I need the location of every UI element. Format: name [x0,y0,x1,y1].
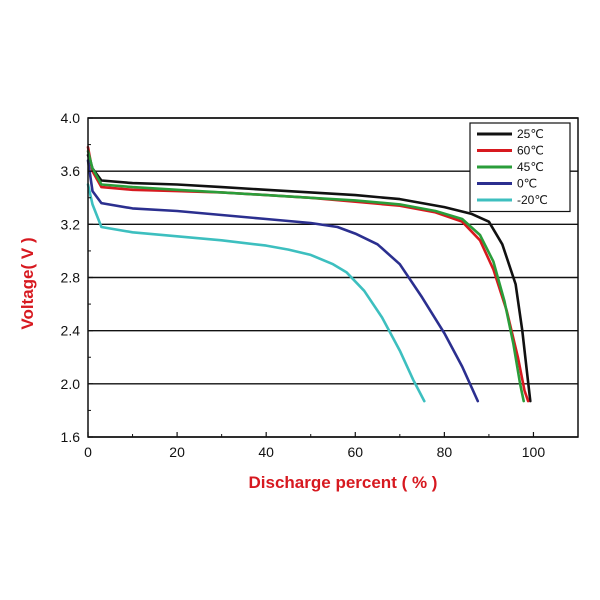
y-tick-label: 2.4 [61,323,81,339]
x-tick-label: 20 [169,444,185,460]
series-line-3 [86,159,480,403]
legend-label: 60℃ [517,144,544,158]
series-line-2 [86,149,525,403]
legend-label: 25℃ [517,127,544,141]
x-axis-label: Discharge percent ( % ) [249,473,438,492]
x-tick-label: 100 [522,444,546,460]
x-tick-label: 40 [258,444,274,460]
x-tick-label: 60 [347,444,363,460]
legend-label: 0℃ [517,177,537,191]
series-lines [86,145,532,403]
y-tick-label: 3.6 [61,163,81,179]
y-tick-label: 1.6 [61,429,81,445]
legend: 25℃ 60℃ 45℃ 0℃ -20℃ [469,122,571,213]
legend-label: 45℃ [517,160,544,174]
series-line-4 [86,183,426,403]
x-tick-label: 0 [84,444,92,460]
x-tick-label: 80 [437,444,453,460]
y-tick-label: 3.2 [61,216,81,232]
y-axis: 1.6 2.0 2.4 2.8 3.2 3.6 4.0 [61,110,93,445]
series-line-1 [86,145,530,403]
legend-label: -20℃ [517,193,548,207]
series-line-0 [86,153,532,403]
y-axis-label: Voltage( V ) [18,237,37,329]
y-tick-label: 4.0 [61,110,81,126]
y-tick-label: 2.8 [61,270,81,286]
x-axis: 0 20 40 60 80 100 [84,432,545,460]
y-tick-label: 2.0 [61,376,81,392]
